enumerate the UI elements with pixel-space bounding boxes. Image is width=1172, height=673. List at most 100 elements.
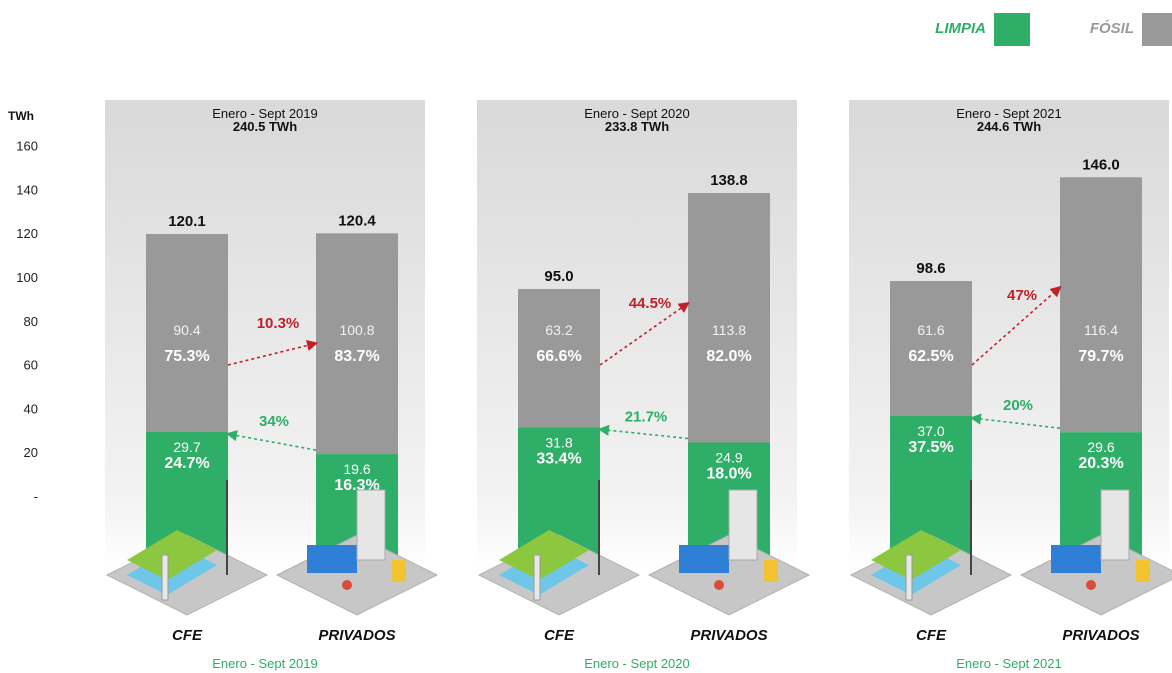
clean-growth-label: 20% xyxy=(1003,397,1033,414)
hydro-plant-illustration xyxy=(477,480,641,616)
fossil-growth-label: 44.5% xyxy=(629,295,672,312)
clean-value-label: 31.8 xyxy=(545,434,572,450)
legend-clean-swatch xyxy=(994,13,1030,46)
bar-total-label: 95.0 xyxy=(544,268,573,285)
factory-building xyxy=(307,545,357,573)
y-tick-label: 140 xyxy=(16,182,38,197)
y-tick-label: 60 xyxy=(24,358,38,373)
category-label: CFE xyxy=(916,627,947,644)
factory-illustration xyxy=(647,489,811,616)
clean-pct-label: 20.3% xyxy=(1078,455,1123,472)
fossil-pct-label: 79.7% xyxy=(1078,348,1123,365)
fossil-value-label: 113.8 xyxy=(712,322,746,338)
y-tick-label: 40 xyxy=(24,401,38,416)
clean-growth-arrow xyxy=(597,424,689,440)
panel-title: Enero - Sept 2021 xyxy=(956,106,1062,121)
panel-title: Enero - Sept 2019 xyxy=(212,106,318,121)
fossil-value-label: 90.4 xyxy=(173,322,200,338)
factory-tower xyxy=(1100,489,1130,561)
cooling-stack xyxy=(161,554,169,601)
panel-footer: Enero - Sept 2020 xyxy=(584,656,690,671)
hydro-plant-illustration xyxy=(849,480,1013,616)
fossil-growth-arrow xyxy=(971,285,1062,366)
clean-pct-label: 37.5% xyxy=(908,439,953,456)
bar-total-label: 120.1 xyxy=(168,213,206,230)
y-tick-label: 160 xyxy=(16,139,38,154)
fossil-bar-segment xyxy=(518,288,600,428)
cooling-stack xyxy=(533,554,541,601)
bar-total-label: 146.0 xyxy=(1082,156,1120,173)
fossil-value-label: 100.8 xyxy=(339,322,374,338)
factory-illustration xyxy=(275,489,439,616)
fossil-pct-label: 82.0% xyxy=(706,348,751,365)
bar-total-label: 120.4 xyxy=(338,212,376,229)
factory-tank xyxy=(1136,560,1150,582)
factory-illustration xyxy=(1019,489,1172,616)
factory-barrel xyxy=(714,580,724,590)
factory-tower xyxy=(356,489,386,561)
panel-title: Enero - Sept 2020 xyxy=(584,106,690,121)
bar-total-label: 138.8 xyxy=(710,172,748,189)
legend-clean-label: LIMPIA xyxy=(935,20,986,37)
fossil-bar-segment xyxy=(1060,177,1142,433)
clean-growth-arrow xyxy=(969,413,1061,429)
clean-pct-label: 33.4% xyxy=(536,450,581,467)
fossil-bar-segment xyxy=(688,193,770,443)
fossil-bar-segment xyxy=(890,281,972,416)
clean-pct-label: 24.7% xyxy=(164,455,209,472)
clean-value-label: 24.9 xyxy=(715,449,742,465)
cooling-stack xyxy=(905,554,913,601)
dam-roof xyxy=(871,530,961,580)
factory-barrel xyxy=(1086,580,1096,590)
dam-roof xyxy=(127,530,217,580)
panel-footer: Enero - Sept 2019 xyxy=(212,656,318,671)
category-label: CFE xyxy=(544,627,575,644)
y-axis: TWh 160 140 120 100 80 60 40 20 - xyxy=(8,109,38,504)
fossil-value-label: 116.4 xyxy=(1084,322,1118,338)
legend: LIMPIA FÓSIL xyxy=(935,13,1172,46)
factory-tank xyxy=(392,560,406,582)
y-tick-label: 100 xyxy=(16,270,38,285)
fossil-growth-label: 47% xyxy=(1007,287,1037,304)
fossil-value-label: 61.6 xyxy=(917,322,944,338)
fossil-pct-label: 75.3% xyxy=(164,348,209,365)
category-label: PRIVADOS xyxy=(318,627,395,644)
dam-roof xyxy=(499,530,589,580)
clean-growth-label: 34% xyxy=(259,413,289,430)
clean-growth-label: 21.7% xyxy=(625,408,668,425)
y-axis-unit-label: TWh xyxy=(8,109,34,123)
y-tick-label: 80 xyxy=(24,314,38,329)
category-label: PRIVADOS xyxy=(1062,627,1139,644)
factory-tower xyxy=(728,489,758,561)
clean-value-label: 37.0 xyxy=(917,423,944,439)
panel-total: 233.8 TWh xyxy=(605,119,669,134)
category-label: CFE xyxy=(172,627,203,644)
panel-footer: Enero - Sept 2021 xyxy=(956,656,1062,671)
bar-total-label: 98.6 xyxy=(916,260,945,277)
fossil-value-label: 63.2 xyxy=(545,322,572,338)
fossil-pct-label: 66.6% xyxy=(536,348,581,365)
factory-barrel xyxy=(342,580,352,590)
legend-fossil-label: FÓSIL xyxy=(1090,19,1134,37)
category-label: PRIVADOS xyxy=(690,627,767,644)
legend-fossil-swatch xyxy=(1142,13,1172,46)
clean-value-label: 29.7 xyxy=(173,439,200,455)
fossil-growth-label: 10.3% xyxy=(257,315,300,332)
factory-building xyxy=(679,545,729,573)
factory-tank xyxy=(764,560,778,582)
panel-total: 240.5 TWh xyxy=(233,119,297,134)
y-tick-label: - xyxy=(34,489,38,504)
clean-pct-label: 18.0% xyxy=(706,465,751,482)
fossil-bar-segment xyxy=(146,233,228,432)
y-tick-label: 120 xyxy=(16,226,38,241)
panel-total: 244.6 TWh xyxy=(977,119,1041,134)
hydro-plant-illustration xyxy=(105,480,269,616)
y-tick-label: 20 xyxy=(24,445,38,460)
fossil-bar-segment xyxy=(316,233,398,455)
fossil-pct-label: 62.5% xyxy=(908,348,953,365)
